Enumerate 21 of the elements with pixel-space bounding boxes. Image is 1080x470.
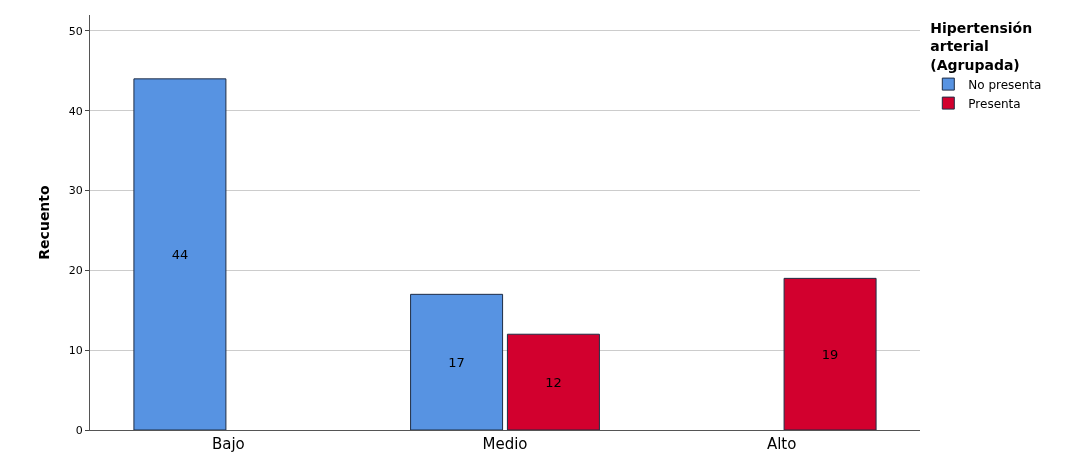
data-label: 12 bbox=[545, 374, 562, 390]
y-tick-label: 0 bbox=[75, 423, 83, 437]
x-tick-label: Bajo bbox=[211, 435, 245, 453]
y-tick-label: 50 bbox=[68, 24, 83, 38]
bar bbox=[506, 333, 600, 430]
bar bbox=[133, 78, 227, 430]
bar bbox=[783, 277, 877, 430]
bar bbox=[410, 293, 504, 430]
x-tick-label: Alto bbox=[766, 435, 797, 453]
data-label: 44 bbox=[171, 246, 189, 262]
data-label: 17 bbox=[448, 354, 465, 370]
legend-label: Presenta bbox=[968, 96, 1021, 111]
y-tick-label: 10 bbox=[68, 344, 83, 358]
legend-title: Hipertensión arterial (Agrupada) bbox=[930, 20, 1033, 73]
y-axis-title: Recuento bbox=[36, 184, 53, 260]
y-tick-label: 30 bbox=[68, 184, 83, 198]
y-tick-label: 40 bbox=[68, 104, 83, 118]
data-label: 19 bbox=[821, 346, 839, 362]
legend-label: No presenta bbox=[968, 77, 1042, 92]
x-tick-label: Medio bbox=[482, 435, 528, 453]
y-tick-label: 20 bbox=[68, 264, 83, 278]
